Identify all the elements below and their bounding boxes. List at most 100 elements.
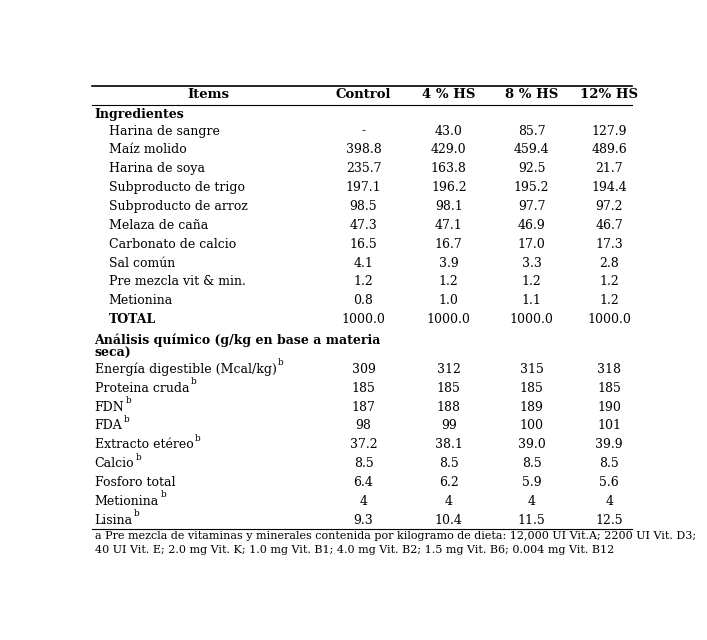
Text: 4: 4 [359,495,368,508]
Text: b: b [278,358,284,367]
Text: -: - [361,125,366,138]
Text: 1.0: 1.0 [439,294,459,307]
Text: Maíz molido: Maíz molido [109,143,186,156]
Text: 11.5: 11.5 [518,514,546,527]
Text: 97.7: 97.7 [518,200,545,213]
Text: 4: 4 [445,495,452,508]
Text: Control: Control [336,88,391,100]
Text: 459.4: 459.4 [514,143,549,156]
Text: 312: 312 [437,363,461,376]
Text: 97.2: 97.2 [595,200,623,213]
Text: 2.8: 2.8 [600,257,619,269]
Text: 1.2: 1.2 [522,275,542,289]
Text: 4.1: 4.1 [354,257,373,269]
Text: Energía digestible (Mcal/kg): Energía digestible (Mcal/kg) [95,363,276,376]
Text: 187: 187 [351,401,375,413]
Text: 1.2: 1.2 [354,275,373,289]
Text: 1.2: 1.2 [439,275,459,289]
Text: 4: 4 [527,495,536,508]
Text: 1000.0: 1000.0 [588,313,631,326]
Text: b: b [160,490,166,499]
Text: 309: 309 [351,363,375,376]
Text: 47.3: 47.3 [350,219,378,232]
Text: Subproducto de trigo: Subproducto de trigo [109,181,245,194]
Text: 429.0: 429.0 [431,143,467,156]
Text: 39.9: 39.9 [595,438,623,451]
Text: 16.7: 16.7 [435,237,462,251]
Text: Melaza de caña: Melaza de caña [109,219,208,232]
Text: 489.6: 489.6 [591,143,627,156]
Text: Pre mezcla vit & min.: Pre mezcla vit & min. [109,275,245,289]
Text: Harina de sangre: Harina de sangre [109,125,219,138]
Text: 315: 315 [520,363,544,376]
Text: 235.7: 235.7 [346,163,381,175]
Text: 197.1: 197.1 [346,181,381,194]
Text: 46.7: 46.7 [595,219,623,232]
Text: Carbonato de calcio: Carbonato de calcio [109,237,235,251]
Text: Items: Items [187,88,230,100]
Text: 195.2: 195.2 [514,181,549,194]
Text: Metionina: Metionina [109,294,173,307]
Text: TOTAL: TOTAL [109,313,156,326]
Text: 6.2: 6.2 [439,476,459,489]
Text: 99: 99 [441,419,457,433]
Text: 0.8: 0.8 [354,294,373,307]
Text: 98.5: 98.5 [350,200,378,213]
Text: 1000.0: 1000.0 [427,313,471,326]
Text: Calcio: Calcio [95,457,134,470]
Text: 5.6: 5.6 [600,476,619,489]
Text: b: b [195,434,201,443]
Text: Proteina cruda: Proteina cruda [95,381,189,395]
Text: 85.7: 85.7 [518,125,546,138]
Text: b: b [126,396,132,405]
Text: 318: 318 [597,363,621,376]
Text: Subproducto de arroz: Subproducto de arroz [109,200,247,213]
Text: b: b [124,415,129,424]
Text: 185: 185 [351,381,375,395]
Text: 3.3: 3.3 [522,257,542,269]
Text: b: b [191,377,197,386]
Text: 189: 189 [520,401,544,413]
Text: Análisis químico (g/kg en base a materia: Análisis químico (g/kg en base a materia [95,333,381,347]
Text: 8.5: 8.5 [600,457,619,470]
Text: 12.5: 12.5 [595,514,623,527]
Text: 194.4: 194.4 [591,181,627,194]
Text: seca): seca) [95,347,132,360]
Text: 101: 101 [597,419,621,433]
Text: 8.5: 8.5 [522,457,542,470]
Text: 1.2: 1.2 [600,275,619,289]
Text: Harina de soya: Harina de soya [109,163,204,175]
Text: 127.9: 127.9 [592,125,627,138]
Text: 46.9: 46.9 [518,219,546,232]
Text: 37.2: 37.2 [350,438,378,451]
Text: 21.7: 21.7 [595,163,623,175]
Text: 8 % HS: 8 % HS [505,88,559,100]
Text: 185: 185 [597,381,621,395]
Text: 398.8: 398.8 [346,143,381,156]
Text: Metionina: Metionina [95,495,159,508]
Text: 9.3: 9.3 [354,514,373,527]
Text: Sal común: Sal común [109,257,175,269]
Text: 3.9: 3.9 [439,257,459,269]
Text: 1.1: 1.1 [522,294,542,307]
Text: FDN: FDN [95,401,124,413]
Text: 1000.0: 1000.0 [510,313,554,326]
Text: 17.3: 17.3 [595,237,623,251]
Text: 6.4: 6.4 [354,476,373,489]
Text: 38.1: 38.1 [435,438,462,451]
Text: a Pre mezcla de vitaminas y minerales contenida por kilogramo de dieta: 12,000 U: a Pre mezcla de vitaminas y minerales co… [95,531,696,541]
Text: 163.8: 163.8 [431,163,467,175]
Text: Ingredientes: Ingredientes [95,108,185,121]
Text: 190: 190 [597,401,621,413]
Text: b: b [136,452,141,461]
Text: 100: 100 [520,419,544,433]
Text: 196.2: 196.2 [431,181,467,194]
Text: 40 UI Vit. E; 2.0 mg Vit. K; 1.0 mg Vit. B1; 4.0 mg Vit. B2; 1.5 mg Vit. B6; 0.0: 40 UI Vit. E; 2.0 mg Vit. K; 1.0 mg Vit.… [95,545,614,556]
Text: 185: 185 [437,381,461,395]
Text: 1000.0: 1000.0 [341,313,385,326]
Text: 4: 4 [605,495,613,508]
Text: 16.5: 16.5 [350,237,378,251]
Text: 4 % HS: 4 % HS [422,88,475,100]
Text: 98.1: 98.1 [435,200,462,213]
Text: 47.1: 47.1 [435,219,462,232]
